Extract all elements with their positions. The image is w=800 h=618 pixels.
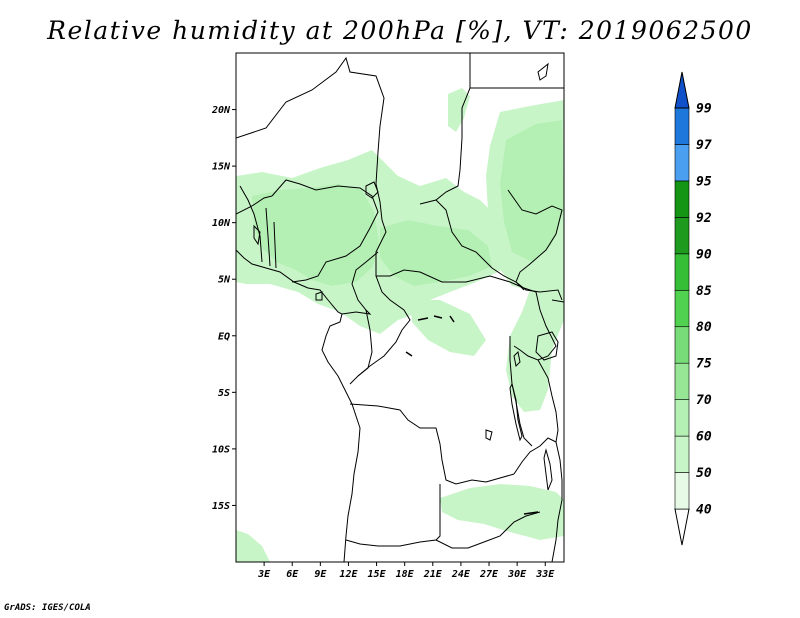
lon-tick-label: 6E xyxy=(286,569,299,580)
border-south-sudan xyxy=(491,267,563,301)
colorbar-box xyxy=(674,144,690,182)
lat-tick-label: 15S xyxy=(212,501,230,512)
colorbar-label: 95 xyxy=(696,174,712,189)
coastline-west xyxy=(236,249,361,562)
border-uganda-kenya xyxy=(513,291,557,361)
colorbar-box xyxy=(674,289,690,328)
lat-tick-label: 5S xyxy=(218,388,230,399)
colorbar-upper-arrow xyxy=(674,71,690,109)
colorbar-label: 90 xyxy=(696,247,712,262)
lakes xyxy=(253,62,559,491)
humidity-area-ethiopia-core xyxy=(500,120,564,262)
map-title: Relative humidity at 200hPa [%], VT: 201… xyxy=(47,16,753,45)
humidity-area-car xyxy=(380,220,492,286)
map-frame xyxy=(235,52,565,563)
lon-tick-label: 15E xyxy=(368,569,387,580)
colorbar-box xyxy=(674,217,690,255)
border-benin-togo xyxy=(239,185,277,269)
axes: 20N 15N 10N 5N EQ 5S 10S 15S 3E 6E 9E 12E 15E 18E 21E 2… xyxy=(211,105,555,580)
congo-mark xyxy=(433,315,443,319)
colorbar-box xyxy=(674,362,690,400)
humidity-area-nigeria-core xyxy=(252,184,380,286)
humidity-area-southwest xyxy=(236,530,270,562)
lon-tick-label: 24E xyxy=(451,569,471,580)
colorbar-box xyxy=(674,107,690,145)
lake-tanganyika xyxy=(509,382,523,442)
congo-mark xyxy=(417,317,429,321)
border-angola-zambia xyxy=(345,484,441,547)
colorbar-label: 75 xyxy=(696,357,712,372)
lat-tick-label: 5N xyxy=(218,275,231,286)
colorbar-label: 70 xyxy=(696,393,712,408)
border-cameroon xyxy=(341,251,379,315)
lake-volta xyxy=(253,224,261,246)
lake-victoria xyxy=(535,331,559,361)
colorbar-label: 60 xyxy=(696,430,712,445)
colorbar-label: 85 xyxy=(696,284,712,299)
humidity-area-congo xyxy=(410,300,486,356)
lake-mweru xyxy=(485,429,493,441)
congo-mark xyxy=(449,315,455,323)
colorbar-label: 40 xyxy=(696,503,712,518)
congo-mark xyxy=(523,511,539,515)
colorbar-box xyxy=(674,399,690,437)
border-congo-drc xyxy=(349,309,373,385)
colorbar-label: 50 xyxy=(696,466,712,481)
colorbar-box xyxy=(674,180,690,218)
colorbar-label: 92 xyxy=(696,211,712,226)
lon-tick-label: 33E xyxy=(535,569,555,580)
lon-tick-label: 12E xyxy=(339,569,358,580)
lat-tick-label: 10S xyxy=(212,444,230,455)
border-right-edge xyxy=(551,299,564,303)
lon-tick-label: 9E xyxy=(314,569,327,580)
lon-tick-label: 21E xyxy=(423,569,443,580)
lat-tick-label: 20N xyxy=(211,105,231,116)
island-bioko xyxy=(315,291,323,301)
border-north xyxy=(236,56,385,185)
colorbar-box xyxy=(674,253,690,291)
colorbar-label: 80 xyxy=(696,320,712,335)
lake-malawi xyxy=(543,448,553,491)
colorbar-lower-arrow xyxy=(674,508,690,546)
colorbar: 40 50 60 70 75 80 85 90 92 95 97 99 xyxy=(674,71,712,546)
border-angola-north xyxy=(349,403,515,485)
congo-mark xyxy=(405,351,413,357)
lake-chad xyxy=(365,181,379,199)
colorbar-box xyxy=(674,326,690,364)
grads-credit: GrADS: IGES/COLA xyxy=(4,603,91,613)
colorbar-label: 97 xyxy=(696,138,712,153)
border-nigeria xyxy=(271,179,379,283)
lon-tick-label: 3E xyxy=(257,569,271,580)
humidity-streak-north xyxy=(448,88,470,132)
colorbar-label: 99 xyxy=(696,102,712,117)
humidity-area-south xyxy=(440,484,564,540)
lat-tick-label: EQ xyxy=(218,331,230,342)
lon-tick-label: 18E xyxy=(396,569,415,580)
border-sudan-ethiopia xyxy=(507,189,563,291)
country-boundaries xyxy=(236,53,564,562)
colorbar-box xyxy=(674,435,690,473)
border-cameroon-inner xyxy=(357,275,411,377)
border-chad-sudan xyxy=(435,199,493,269)
border-libya-egypt xyxy=(419,53,471,205)
border-tanzania xyxy=(537,359,559,443)
lat-tick-label: 10N xyxy=(212,218,231,229)
colorbar-box xyxy=(674,472,690,510)
border-chad-car xyxy=(375,183,537,293)
congo-marks xyxy=(405,315,539,515)
humidity-field xyxy=(236,88,564,562)
border-zambia-south xyxy=(435,511,541,549)
lat-tick-label: 15N xyxy=(212,162,231,173)
lon-tick-label: 27E xyxy=(479,569,499,580)
lake-kivu xyxy=(513,350,521,368)
island-red-sea xyxy=(537,62,549,81)
lon-tick-label: 30E xyxy=(507,569,527,580)
border-burkina xyxy=(236,195,273,215)
border-east-coast xyxy=(513,437,563,562)
